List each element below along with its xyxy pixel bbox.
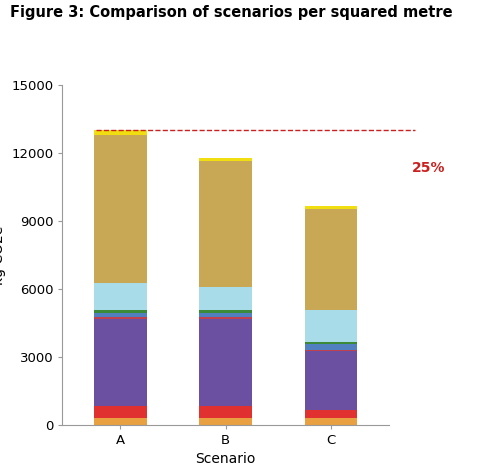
Bar (199, 159, 252, 161)
Bar (305, 206, 357, 209)
Bar (199, 317, 252, 319)
Bar (94, 319, 146, 406)
Bar (94, 135, 146, 283)
Bar (305, 310, 357, 342)
Text: 25%: 25% (412, 161, 445, 175)
Bar (94, 406, 146, 418)
Bar (199, 319, 252, 406)
Bar (199, 287, 252, 311)
Bar (94, 311, 146, 313)
Bar (305, 410, 357, 418)
Bar (305, 418, 357, 425)
Bar (199, 161, 252, 287)
Text: Figure 3: Comparison of scenarios per squared metre: Figure 3: Comparison of scenarios per sq… (10, 5, 452, 20)
Bar (199, 313, 252, 317)
Bar (305, 209, 357, 310)
Bar (94, 313, 146, 317)
Bar (305, 342, 357, 345)
X-axis label: Scenario: Scenario (195, 452, 256, 466)
Bar (94, 418, 146, 425)
Bar (199, 406, 252, 418)
Bar (199, 311, 252, 313)
Bar (305, 350, 357, 351)
Bar (94, 130, 146, 135)
Bar (94, 283, 146, 311)
Bar (94, 317, 146, 319)
Bar (199, 418, 252, 425)
Bar (305, 345, 357, 350)
Bar (305, 351, 357, 410)
Y-axis label: kg CO2e: kg CO2e (0, 225, 6, 285)
